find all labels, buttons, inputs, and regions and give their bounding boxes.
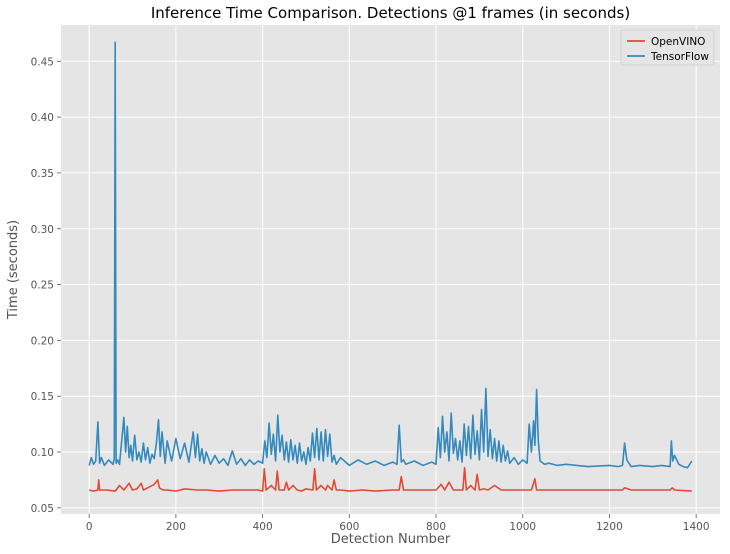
y-axis: 0.05 0.10 0.15 0.20 0.25 0.30 0.35 0.40 0.45 (31, 56, 61, 515)
x-tick-label: 1000 (509, 521, 536, 533)
plot-area (61, 25, 720, 514)
y-tick-label: 0.30 (31, 224, 54, 236)
y-tick-label: 0.35 (31, 168, 54, 180)
x-axis: 0 200 400 600 800 1000 1200 1400 (86, 514, 710, 533)
x-tick-label: 400 (253, 521, 273, 533)
x-tick-label: 200 (166, 521, 186, 533)
x-tick-label: 800 (426, 521, 446, 533)
x-tick-label: 1400 (683, 521, 710, 533)
legend-label-openvino: OpenVINO (651, 36, 705, 48)
grid (61, 25, 720, 514)
x-tick-label: 600 (339, 521, 359, 533)
y-tick-label: 0.05 (31, 503, 54, 515)
y-axis-label: Time (seconds) (6, 220, 21, 320)
y-tick-label: 0.45 (31, 56, 54, 68)
x-tick-label: 1200 (596, 521, 623, 533)
y-tick-label: 0.20 (31, 335, 54, 347)
y-tick-label: 0.25 (31, 280, 54, 292)
y-tick-label: 0.40 (31, 112, 54, 124)
legend: OpenVINO TensorFlow (620, 29, 715, 66)
legend-label-tensorflow: TensorFlow (650, 51, 709, 63)
x-axis-label: Detection Number (331, 532, 451, 547)
series-layer (88, 41, 693, 492)
y-tick-label: 0.10 (31, 447, 54, 459)
series-tensorflow-line (88, 41, 693, 469)
x-tick-label: 0 (86, 521, 93, 533)
chart-title: Inference Time Comparison. Detections @1… (151, 4, 630, 22)
series-openvino-line (89, 466, 692, 492)
y-tick-label: 0.15 (31, 391, 54, 403)
